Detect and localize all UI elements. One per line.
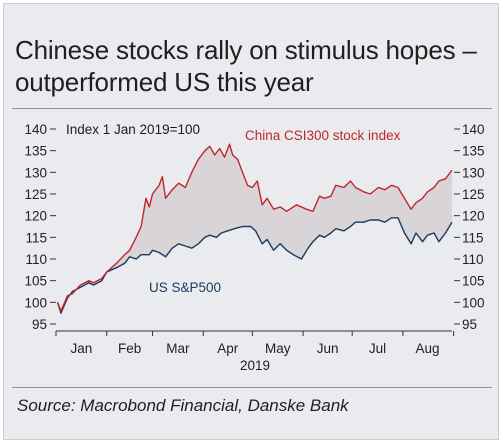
y-tick-label-left: 135 (24, 144, 47, 159)
y-tick-label-left: 110 (25, 252, 47, 267)
source-divider (12, 387, 492, 388)
y-tick-label-right: 125 (462, 187, 485, 202)
chart-title: Chinese stocks rally on stimulus hopes –… (15, 35, 477, 97)
x-tick-label: Jun (317, 341, 339, 356)
chart-subtitle: Index 1 Jan 2019=100 (66, 122, 200, 137)
y-tick-label-left: 105 (24, 274, 47, 289)
y-tick-label-right: 110 (462, 252, 484, 267)
x-tick-label: Jan (70, 341, 92, 356)
y-tick-label-left: 115 (25, 230, 47, 245)
series-line-us (56, 217, 453, 314)
y-tick-label-right: 140 (462, 122, 485, 137)
source-note: Source: Macrobond Financial, Danske Bank (17, 396, 349, 415)
x-tick-label: Apr (217, 341, 239, 356)
y-tick-label-right: 115 (462, 230, 484, 245)
y-tick-label-right: 100 (462, 295, 485, 310)
x-tick-label: Mar (166, 341, 190, 356)
y-tick-label-left: 130 (24, 165, 47, 180)
legend-label-us: US S&P500 (149, 280, 221, 295)
x-tick-label: Jul (369, 341, 386, 356)
series-line-china (56, 143, 453, 312)
y-tick-label-right: 135 (462, 144, 485, 159)
y-tick-label-left: 140 (24, 122, 47, 137)
y-tick-label-right: 95 (462, 317, 477, 332)
legend-label-china: China CSI300 stock index (245, 128, 401, 143)
y-tick-label-left: 95 (32, 317, 47, 332)
spread-area (57, 144, 452, 314)
y-tick-label-left: 125 (24, 187, 47, 202)
x-tick-label: May (265, 341, 291, 356)
y-tick-label-left: 100 (24, 295, 47, 310)
y-tick-label-right: 130 (462, 165, 485, 180)
x-tick-label: Aug (415, 341, 439, 356)
x-tick-label: Feb (118, 341, 141, 356)
title-divider (12, 108, 492, 109)
y-tick-label-left: 120 (24, 209, 47, 224)
x-axis-year-label: 2019 (240, 358, 270, 373)
y-tick-label-right: 120 (462, 209, 485, 224)
y-tick-label-right: 105 (462, 274, 485, 289)
